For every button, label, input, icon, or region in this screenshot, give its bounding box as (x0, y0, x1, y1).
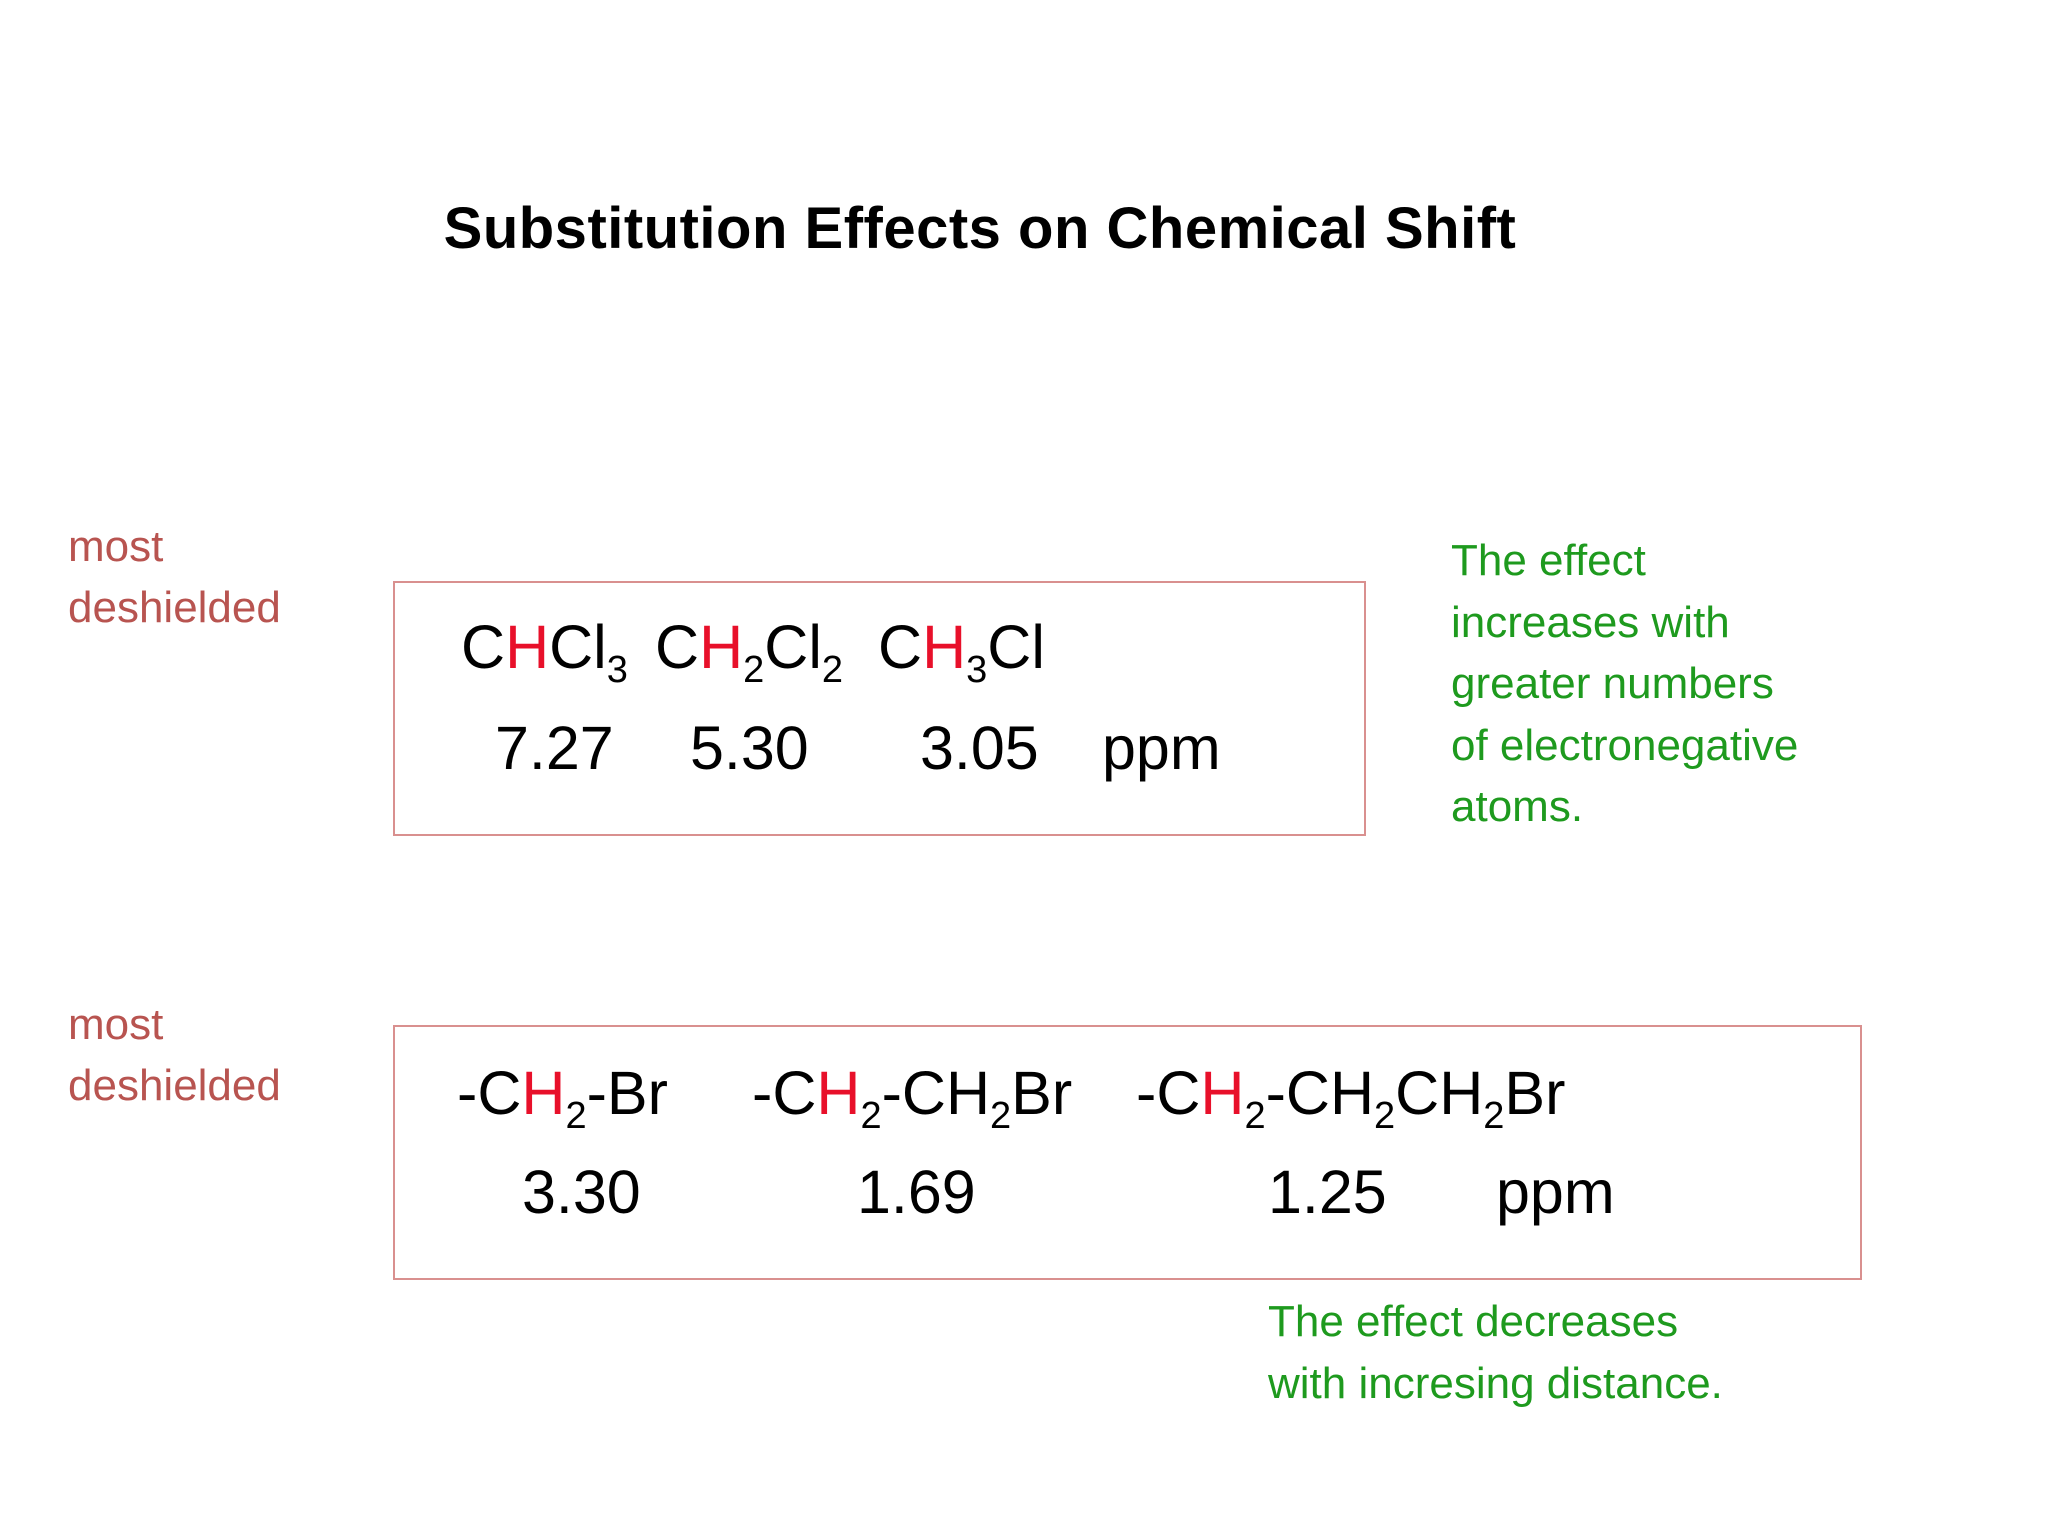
formula-part: -CH (881, 1059, 990, 1127)
subscript: 3 (606, 649, 628, 691)
subscript: 2 (990, 1095, 1012, 1137)
shift-value-ch2ch2ch2br: 1.25 (1268, 1158, 1387, 1226)
unit-ppm-1: ppm (1102, 714, 1221, 782)
unit-ppm-2: ppm (1496, 1158, 1615, 1226)
subscript: 2 (821, 649, 844, 691)
label-line: most (68, 1000, 164, 1049)
note-line: increases with (1451, 597, 1730, 647)
formula-ch2-ch2br: -CH2-CH2Br (752, 1058, 1073, 1135)
chloromethane-box (393, 581, 1366, 836)
formula-part: -C (752, 1059, 817, 1127)
most-deshielded-label-1: most deshielded (68, 516, 281, 638)
highlighted-hydrogen: H (505, 613, 550, 681)
formula-part: Cl (987, 613, 1045, 681)
formula-ch2cl2: CH2Cl2 (655, 612, 843, 689)
note-line: atoms. (1451, 782, 1584, 831)
note-line: of electronegative (1451, 720, 1799, 770)
slide-title: Substitution Effects on Chemical Shift (443, 196, 1517, 261)
shift-value-chcl3: 7.27 (495, 714, 614, 782)
note-line: with incresing distance. (1268, 1358, 1723, 1408)
highlighted-hydrogen: H (816, 1059, 861, 1127)
note-line: The effect (1451, 536, 1646, 585)
shift-value-ch2ch2br: 1.69 (857, 1158, 976, 1226)
distance-note: The effect decreases with incresing dist… (1268, 1291, 1723, 1414)
formula-part: Br (1504, 1059, 1566, 1127)
electronegativity-note: The effect increases with greater number… (1451, 530, 1798, 838)
subscript: 3 (966, 649, 988, 691)
shift-value-ch3cl: 3.05 (920, 714, 1039, 782)
highlighted-hydrogen: H (922, 613, 967, 681)
formula-part: -C (1136, 1059, 1201, 1127)
formula-part: C (655, 613, 700, 681)
formula-ch2-ch2ch2br: -CH2-CH2CH2Br (1136, 1058, 1566, 1135)
formula-part: Cl (549, 613, 607, 681)
formula-part: -CH (1265, 1059, 1374, 1127)
formula-part: CH (1395, 1059, 1484, 1127)
subscript: 2 (1483, 1095, 1505, 1137)
formula-ch2-br: -CH2-Br (457, 1058, 668, 1135)
bromoalkane-box (393, 1025, 1862, 1280)
label-line: deshielded (68, 1061, 281, 1110)
formula-part: C (878, 613, 923, 681)
subscript: 2 (1374, 1095, 1396, 1137)
formula-ch3cl: CH3Cl (878, 612, 1045, 689)
subscript: 2 (1244, 1095, 1266, 1137)
subscript: 2 (860, 1095, 882, 1137)
most-deshielded-label-2: most deshielded (68, 994, 281, 1116)
label-line: most (68, 522, 164, 571)
formula-chcl3: CHCl3 (461, 612, 628, 689)
shift-value-ch2br: 3.30 (522, 1158, 641, 1226)
subscript: 2 (565, 1095, 587, 1137)
highlighted-hydrogen: H (699, 613, 744, 681)
formula-part: -C (457, 1059, 522, 1127)
subscript: 2 (743, 649, 765, 691)
formula-part: Br (1011, 1059, 1073, 1127)
formula-part: -Br (586, 1059, 668, 1127)
shift-value-ch2cl2: 5.30 (690, 714, 809, 782)
label-line: deshielded (68, 583, 281, 632)
formula-part: C (461, 613, 506, 681)
formula-part: Cl (764, 613, 822, 681)
highlighted-hydrogen: H (1200, 1059, 1245, 1127)
note-line: greater numbers (1451, 659, 1774, 708)
highlighted-hydrogen: H (521, 1059, 566, 1127)
note-line: The effect decreases (1268, 1297, 1679, 1346)
